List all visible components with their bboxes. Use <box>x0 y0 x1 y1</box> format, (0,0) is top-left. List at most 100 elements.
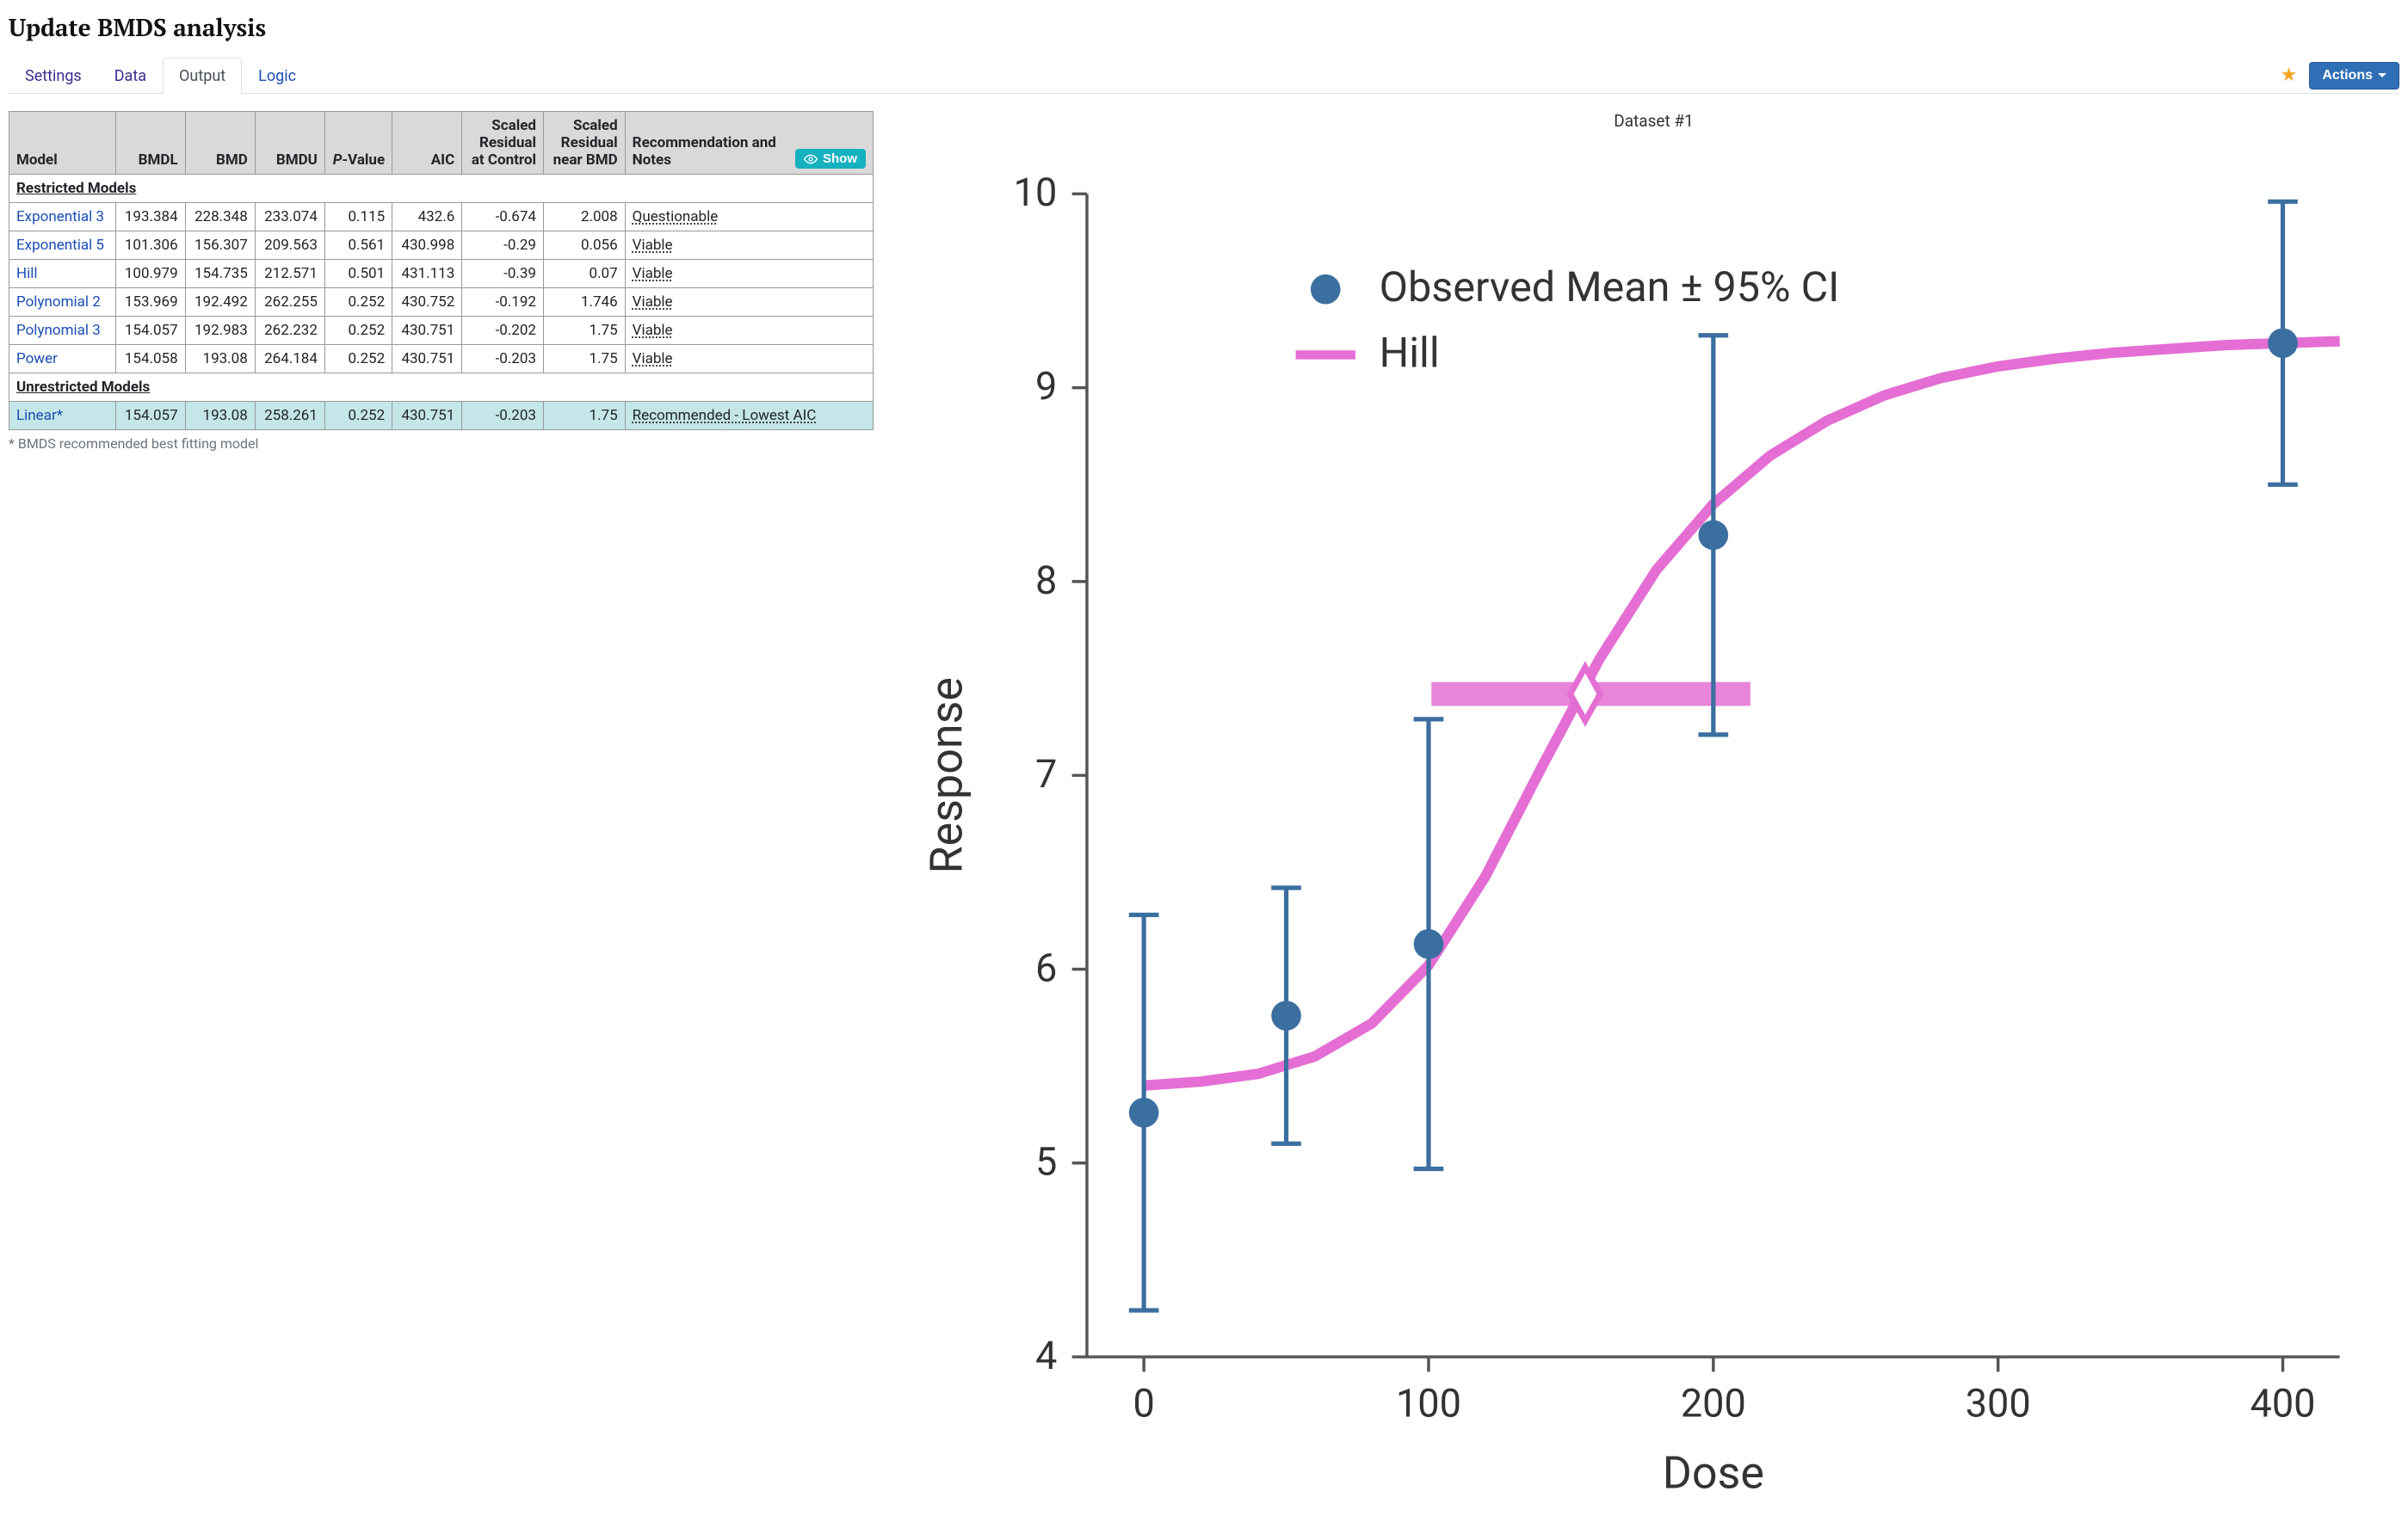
legend-label: Hill <box>1380 328 1440 377</box>
legend-marker-icon <box>1311 274 1341 305</box>
cell-bmdl: 154.058 <box>115 345 185 373</box>
recommendation-text: Viable <box>633 322 673 339</box>
cell-pval: 0.115 <box>324 203 392 231</box>
observed-point <box>1129 1098 1159 1128</box>
cell-bmd: 192.983 <box>185 317 255 345</box>
model-link[interactable]: Power <box>16 350 58 367</box>
section-heading: Restricted Models <box>9 175 874 203</box>
recommendation-text: Questionable <box>633 208 719 225</box>
table-row: Polynomial 2153.969192.492262.2550.25243… <box>9 288 874 317</box>
cell-aic: 430.751 <box>392 317 462 345</box>
cell-srbmd: 0.056 <box>543 231 625 260</box>
y-tick-label: 9 <box>1035 363 1057 409</box>
col-header-rec: Recommendation and NotesShow <box>625 112 873 175</box>
cell-srctl: -0.192 <box>462 288 544 317</box>
tabbar: SettingsDataOutputLogic ★ Actions <box>9 58 2399 94</box>
cell-aic: 430.751 <box>392 345 462 373</box>
cell-pval: 0.501 <box>324 260 392 288</box>
model-link[interactable]: Polynomial 2 <box>16 293 101 311</box>
recommendation-text: Viable <box>633 293 673 311</box>
cell-aic: 430.752 <box>392 288 462 317</box>
cell-bmdu: 258.261 <box>255 402 324 430</box>
actions-button[interactable]: Actions <box>2309 62 2399 89</box>
section-heading: Unrestricted Models <box>9 373 874 402</box>
cell-pval: 0.252 <box>324 345 392 373</box>
model-link[interactable]: Hill <box>16 265 38 282</box>
col-header-aic: AIC <box>392 112 462 175</box>
cell-pval: 0.561 <box>324 231 392 260</box>
model-link[interactable]: Linear* <box>16 407 63 424</box>
cell-bmdl: 154.057 <box>115 317 185 345</box>
x-axis-label: Dose <box>1663 1447 1764 1500</box>
cell-bmdl: 153.969 <box>115 288 185 317</box>
col-header-pval: P-Value <box>324 112 392 175</box>
observed-point <box>1414 929 1444 959</box>
observed-point <box>2268 328 2298 358</box>
x-tick-label: 0 <box>1133 1380 1154 1426</box>
show-recommendation-button[interactable]: Show <box>795 149 866 169</box>
y-tick-label: 6 <box>1035 945 1057 990</box>
favorite-star-icon[interactable]: ★ <box>2281 65 2298 86</box>
recommendation-text: Recommended - Lowest AIC <box>633 407 817 424</box>
recommendation-text: Viable <box>633 237 673 254</box>
col-header-model: Model <box>9 112 116 175</box>
results-table: ModelBMDLBMDBMDUP-ValueAICScaled Residua… <box>9 111 874 430</box>
col-header-bmd: BMD <box>185 112 255 175</box>
y-tick-label: 8 <box>1035 558 1057 603</box>
cell-srbmd: 1.75 <box>543 317 625 345</box>
cell-aic: 431.113 <box>392 260 462 288</box>
col-header-bmdl: BMDL <box>115 112 185 175</box>
cell-bmdl: 193.384 <box>115 203 185 231</box>
y-tick-label: 4 <box>1035 1333 1057 1378</box>
dose-response-chart: 010020030040045678910DoseResponseObserve… <box>908 134 2399 1506</box>
tab-data[interactable]: Data <box>98 58 163 94</box>
col-header-srbmd: Scaled Residual near BMD <box>543 112 625 175</box>
cell-bmd: 193.08 <box>185 345 255 373</box>
observed-point <box>1271 1001 1301 1031</box>
recommendation-text: Viable <box>633 265 673 282</box>
observed-point <box>1698 521 1728 551</box>
y-axis-label: Response <box>920 677 972 873</box>
y-tick-label: 10 <box>1014 169 1058 215</box>
y-tick-label: 5 <box>1035 1139 1057 1185</box>
table-footnote: * BMDS recommended best fitting model <box>9 435 874 452</box>
cell-bmdu: 212.571 <box>255 260 324 288</box>
cell-bmdu: 264.184 <box>255 345 324 373</box>
model-link[interactable]: Polynomial 3 <box>16 322 101 339</box>
cell-srctl: -0.39 <box>462 260 544 288</box>
actions-button-label: Actions <box>2322 68 2373 83</box>
cell-aic: 430.998 <box>392 231 462 260</box>
cell-bmd: 154.735 <box>185 260 255 288</box>
tab-logic[interactable]: Logic <box>242 58 312 94</box>
col-header-bmdu: BMDU <box>255 112 324 175</box>
cell-bmdu: 233.074 <box>255 203 324 231</box>
table-row: Hill100.979154.735212.5710.501431.113-0.… <box>9 260 874 288</box>
cell-pval: 0.252 <box>324 288 392 317</box>
tab-output[interactable]: Output <box>163 58 242 94</box>
x-tick-label: 400 <box>2251 1380 2316 1426</box>
cell-srctl: -0.202 <box>462 317 544 345</box>
tab-settings[interactable]: Settings <box>9 58 98 94</box>
eye-icon <box>804 152 818 166</box>
cell-bmd: 156.307 <box>185 231 255 260</box>
cell-aic: 430.751 <box>392 402 462 430</box>
cell-srbmd: 2.008 <box>543 203 625 231</box>
cell-bmdl: 101.306 <box>115 231 185 260</box>
cell-srbmd: 1.746 <box>543 288 625 317</box>
cell-srctl: -0.674 <box>462 203 544 231</box>
legend-label: Observed Mean ± 95% CI <box>1380 262 1840 311</box>
chart-title: Dataset #1 <box>908 111 2399 131</box>
table-row: Exponential 5101.306156.307209.5630.5614… <box>9 231 874 260</box>
x-tick-label: 300 <box>1966 1380 2031 1426</box>
cell-aic: 432.6 <box>392 203 462 231</box>
x-tick-label: 100 <box>1396 1380 1461 1426</box>
cell-pval: 0.252 <box>324 402 392 430</box>
col-header-srctl: Scaled Residual at Control <box>462 112 544 175</box>
cell-srctl: -0.203 <box>462 345 544 373</box>
model-link[interactable]: Exponential 5 <box>16 237 104 254</box>
hill-curve <box>1144 342 2340 1086</box>
cell-bmdu: 262.232 <box>255 317 324 345</box>
model-link[interactable]: Exponential 3 <box>16 208 104 225</box>
y-tick-label: 7 <box>1035 751 1057 797</box>
cell-bmd: 228.348 <box>185 203 255 231</box>
